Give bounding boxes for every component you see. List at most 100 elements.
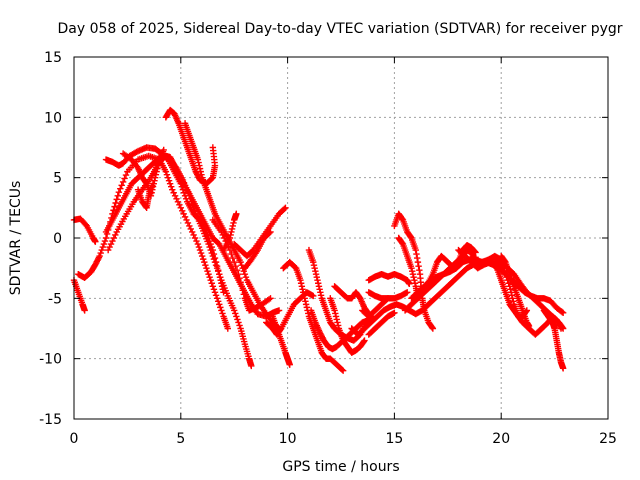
data-point bbox=[332, 310, 339, 317]
data-point bbox=[399, 215, 406, 223]
data-point bbox=[142, 203, 150, 211]
series-track-21 bbox=[331, 283, 372, 318]
data-point bbox=[97, 249, 104, 257]
data-point bbox=[151, 177, 158, 184]
data-point bbox=[510, 298, 517, 305]
series-track-34 bbox=[498, 252, 533, 330]
data-point bbox=[229, 254, 236, 262]
series-track-9 bbox=[162, 106, 219, 187]
data-point bbox=[315, 280, 322, 287]
data-point bbox=[209, 252, 217, 260]
series-track-32 bbox=[455, 246, 565, 338]
data-point bbox=[228, 228, 235, 236]
data-point bbox=[236, 322, 243, 329]
data-point bbox=[226, 246, 234, 254]
data-point bbox=[218, 228, 225, 236]
data-point bbox=[213, 264, 221, 272]
y-tick-label: -15 bbox=[39, 412, 62, 428]
data-point bbox=[558, 308, 566, 316]
x-tick-label: 10 bbox=[279, 431, 297, 447]
data-point bbox=[216, 271, 223, 278]
data-point bbox=[310, 261, 318, 269]
data-point bbox=[194, 240, 202, 248]
data-point bbox=[499, 263, 506, 271]
data-point bbox=[414, 258, 422, 266]
series-track-12 bbox=[220, 210, 240, 254]
data-point bbox=[107, 240, 115, 248]
data-point bbox=[231, 307, 238, 314]
data-point bbox=[188, 228, 196, 236]
data-point bbox=[233, 266, 241, 274]
data-point bbox=[218, 307, 225, 314]
data-point bbox=[81, 307, 88, 314]
data-point bbox=[404, 289, 411, 296]
data-point bbox=[106, 243, 113, 251]
data-point bbox=[505, 280, 512, 287]
series-track-26 bbox=[365, 289, 411, 302]
data-point bbox=[559, 365, 567, 372]
data-point bbox=[164, 174, 172, 181]
data-point bbox=[508, 292, 516, 299]
data-point bbox=[96, 252, 103, 260]
data-point bbox=[235, 319, 242, 326]
data-point bbox=[184, 219, 192, 227]
data-point bbox=[242, 274, 250, 281]
y-tick-label: -5 bbox=[48, 291, 62, 307]
data-point bbox=[314, 277, 321, 284]
data-point bbox=[238, 261, 245, 269]
data-point bbox=[298, 283, 306, 290]
data-point bbox=[209, 283, 217, 290]
data-point bbox=[317, 292, 325, 299]
data-point bbox=[82, 221, 89, 228]
data-point bbox=[391, 309, 398, 317]
data-point bbox=[208, 175, 215, 182]
data-point bbox=[237, 279, 244, 286]
data-point bbox=[409, 267, 416, 275]
data-point bbox=[557, 325, 565, 332]
series-track-8 bbox=[134, 180, 157, 212]
data-point bbox=[181, 213, 189, 221]
series-track-25 bbox=[365, 271, 413, 288]
x-tick-label: 25 bbox=[599, 431, 617, 447]
data-point bbox=[209, 144, 217, 151]
data-point bbox=[217, 304, 224, 311]
y-tick-label: -10 bbox=[39, 352, 62, 368]
data-point bbox=[202, 261, 209, 269]
data-point bbox=[237, 258, 244, 266]
data-point bbox=[407, 233, 414, 241]
data-point bbox=[221, 234, 228, 242]
data-point bbox=[152, 171, 160, 178]
data-point bbox=[227, 231, 234, 239]
data-point bbox=[214, 267, 222, 275]
data-point bbox=[301, 295, 308, 302]
data-point bbox=[198, 252, 206, 260]
data-point bbox=[191, 234, 199, 242]
data-point bbox=[179, 207, 186, 215]
data-point bbox=[281, 205, 288, 213]
series-track-19 bbox=[307, 307, 372, 353]
data-point bbox=[154, 165, 161, 172]
data-point bbox=[332, 313, 340, 320]
data-point bbox=[170, 160, 177, 168]
data-point bbox=[166, 180, 174, 187]
data-point bbox=[507, 286, 514, 293]
data-point bbox=[203, 264, 210, 272]
data-point bbox=[240, 267, 248, 275]
data-point bbox=[151, 174, 159, 181]
series-track-27 bbox=[391, 210, 437, 332]
data-point bbox=[429, 325, 437, 332]
series-track-13 bbox=[231, 204, 289, 260]
data-series bbox=[70, 106, 567, 374]
data-point bbox=[208, 249, 215, 257]
data-point bbox=[300, 292, 308, 299]
data-point bbox=[232, 310, 239, 317]
series-track-5 bbox=[102, 152, 255, 370]
data-point bbox=[331, 307, 338, 314]
data-point bbox=[238, 283, 245, 290]
data-point bbox=[219, 231, 227, 239]
data-point bbox=[226, 234, 234, 242]
data-point bbox=[312, 271, 320, 278]
data-point bbox=[177, 204, 184, 212]
data-point bbox=[200, 255, 207, 263]
data-point bbox=[115, 188, 123, 196]
